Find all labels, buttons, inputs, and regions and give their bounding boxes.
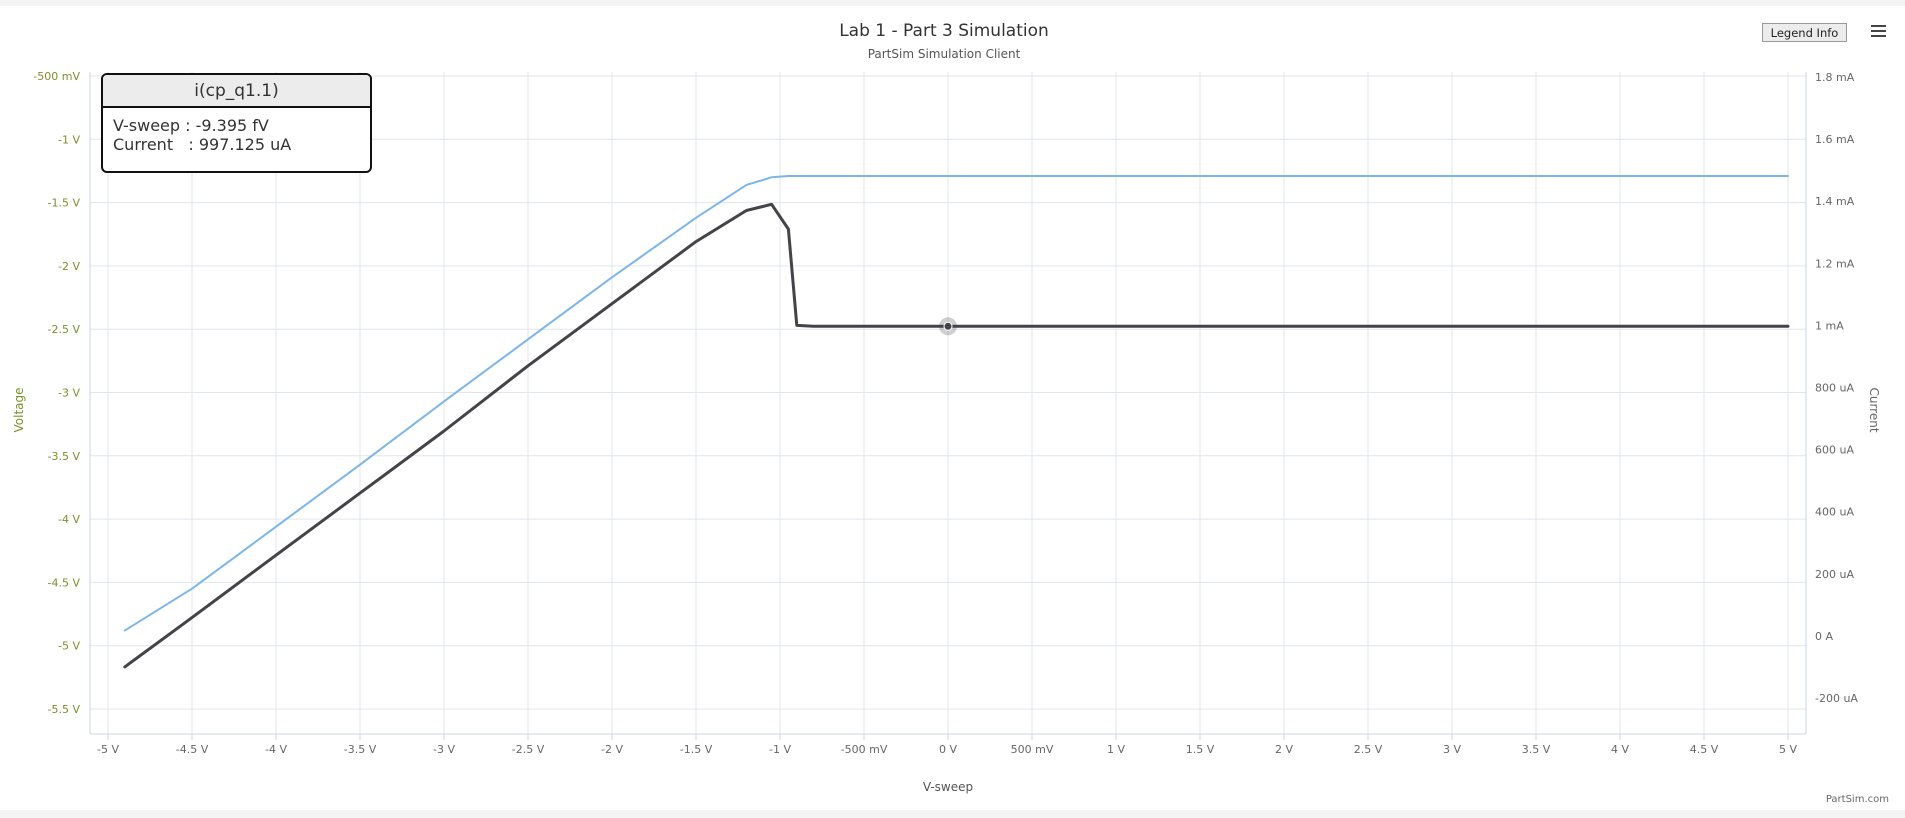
y-tick-label-right: 800 uA <box>1815 382 1854 395</box>
y-tick-label-left: -2.5 V <box>48 323 81 336</box>
y-tick-label-right: -200 uA <box>1815 692 1858 705</box>
menu-line <box>1870 25 1886 27</box>
y-tick-label-left: -4.5 V <box>48 576 81 589</box>
y-axis-title-right: Current <box>1867 387 1881 432</box>
y-tick-label-left: -3 V <box>58 387 80 400</box>
y-tick-label-right: 1.4 mA <box>1815 195 1855 208</box>
x-tick-label: 1 V <box>1107 743 1125 756</box>
series-line-voltage[interactable] <box>123 175 1789 632</box>
x-tick-label: -4.5 V <box>176 743 209 756</box>
x-tick-label: 2 V <box>1275 743 1293 756</box>
x-tick-label: 3.5 V <box>1522 743 1551 756</box>
y-tick-label-left: -500 mV <box>33 70 80 83</box>
chart-title: Lab 1 - Part 3 Simulation <box>839 21 1049 41</box>
x-tick-label: -2 V <box>601 743 623 756</box>
y-tick-label-left: -1 V <box>58 133 80 146</box>
axes: -5 V -4.5 V -4 V -3.5 V -3 V -2.5 V -2 V -1.5 V… <box>33 70 1858 756</box>
tooltip-body: V-sweep : -9.395 fV Current : 997.125 uA <box>103 108 370 162</box>
menu-hamburger-icon[interactable] <box>1868 22 1888 42</box>
series-group <box>123 175 1790 669</box>
x-tick-label: 0 V <box>939 743 957 756</box>
y-tick-label-right: 200 uA <box>1815 568 1854 581</box>
x-tick-label: -3 V <box>433 743 455 756</box>
y-tick-label-right: 0 A <box>1815 630 1833 643</box>
chart-subtitle: PartSim Simulation Client <box>868 47 1021 61</box>
chart-container: -5 V -4.5 V -4 V -3.5 V -3 V -2.5 V -2 V -1.5 V… <box>0 6 1905 810</box>
x-tick-label: 4 V <box>1611 743 1629 756</box>
y-tick-label-left: -3.5 V <box>48 450 81 463</box>
x-tick-label: 500 mV <box>1011 743 1054 756</box>
y-axis-title-left: Voltage <box>12 387 26 432</box>
y-tick-label-right: 1.6 mA <box>1815 133 1855 146</box>
y-tick-label-right: 1.2 mA <box>1815 257 1855 270</box>
menu-line <box>1870 35 1886 37</box>
chart-canvas: -5 V -4.5 V -4 V -3.5 V -3 V -2.5 V -2 V -1.5 V… <box>12 21 1889 805</box>
x-tick-label: -2.5 V <box>512 743 545 756</box>
x-tick-label: -5 V <box>97 743 119 756</box>
y-tick-label-left: -2 V <box>58 260 80 273</box>
legend-info-button[interactable]: Legend Info <box>1762 23 1847 42</box>
grid <box>90 72 1806 734</box>
x-tick-label: -500 mV <box>841 743 888 756</box>
x-tick-label: -4 V <box>265 743 287 756</box>
hover-point-marker[interactable] <box>943 321 953 331</box>
y-tick-label-left: -5.5 V <box>48 703 81 716</box>
series-line-current[interactable] <box>123 202 1790 669</box>
x-tick-label: 4.5 V <box>1690 743 1719 756</box>
x-axis-title: V-sweep <box>923 780 973 794</box>
y-tick-label-left: -4 V <box>58 513 80 526</box>
tooltip: i(cp_q1.1) V-sweep : -9.395 fV Current :… <box>101 73 372 173</box>
x-tick-label: -3.5 V <box>344 743 377 756</box>
x-tick-label: -1.5 V <box>680 743 713 756</box>
tooltip-current: Current : 997.125 uA <box>113 135 292 154</box>
credits-text[interactable]: PartSim.com <box>1826 794 1889 805</box>
y-tick-label-left: -1.5 V <box>48 197 81 210</box>
y-tick-label-right: 1.8 mA <box>1815 71 1855 84</box>
y-tick-label-right: 600 uA <box>1815 444 1854 457</box>
x-tick-label: -1 V <box>769 743 791 756</box>
y-tick-label-right: 1 mA <box>1815 319 1844 332</box>
x-tick-label: 1.5 V <box>1186 743 1215 756</box>
tooltip-vsweep: V-sweep : -9.395 fV <box>113 116 269 135</box>
tooltip-title: i(cp_q1.1) <box>103 75 370 108</box>
x-tick-label: 5 V <box>1779 743 1797 756</box>
menu-line <box>1870 30 1886 32</box>
y-tick-label-left: -5 V <box>58 640 80 653</box>
x-tick-label: 3 V <box>1443 743 1461 756</box>
y-tick-label-right: 400 uA <box>1815 506 1854 519</box>
x-tick-label: 2.5 V <box>1354 743 1383 756</box>
